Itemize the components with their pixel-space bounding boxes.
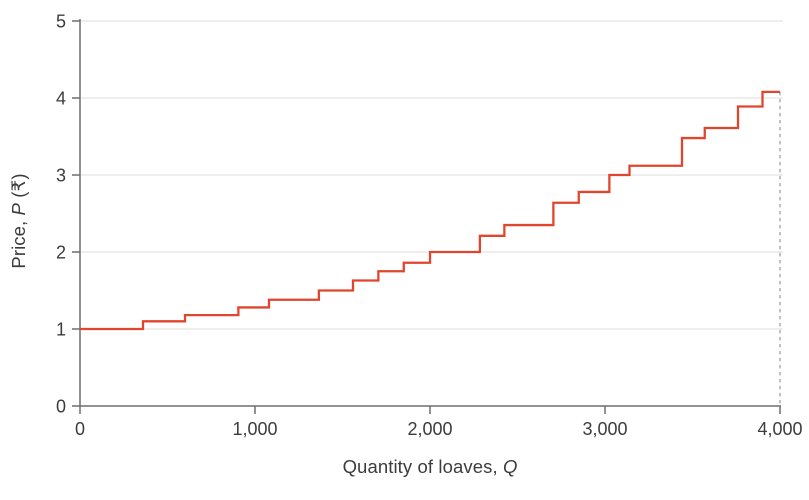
x-tick-label-3,000: 3,000 [582, 419, 627, 439]
x-axis-title-text: Quantity of loaves, [342, 456, 503, 477]
y-axis-title-text: Price, [8, 215, 29, 269]
x-axis-title-variable: Q [502, 456, 518, 477]
y-axis-title: Price, P (₹) [8, 173, 30, 268]
y-tick-label-4: 4 [56, 89, 66, 109]
x-tick-label-1,000: 1,000 [232, 419, 277, 439]
y-axis-title-unit: (₹) [8, 173, 29, 204]
y-tick-label-1: 1 [56, 320, 66, 340]
y-tick-label-0: 0 [56, 397, 66, 417]
y-tick-label-2: 2 [56, 243, 66, 263]
y-axis-title-variable: P [8, 203, 29, 216]
x-tick-label-2,000: 2,000 [407, 419, 452, 439]
x-tick-label-4,000: 4,000 [757, 419, 802, 439]
y-tick-label-5: 5 [56, 12, 66, 32]
y-tick-label-3: 3 [56, 166, 66, 186]
x-axis-title: Quantity of loaves, Q [80, 456, 780, 478]
market-supply-step-curve [80, 90, 780, 331]
x-tick-label-0: 0 [75, 419, 85, 439]
